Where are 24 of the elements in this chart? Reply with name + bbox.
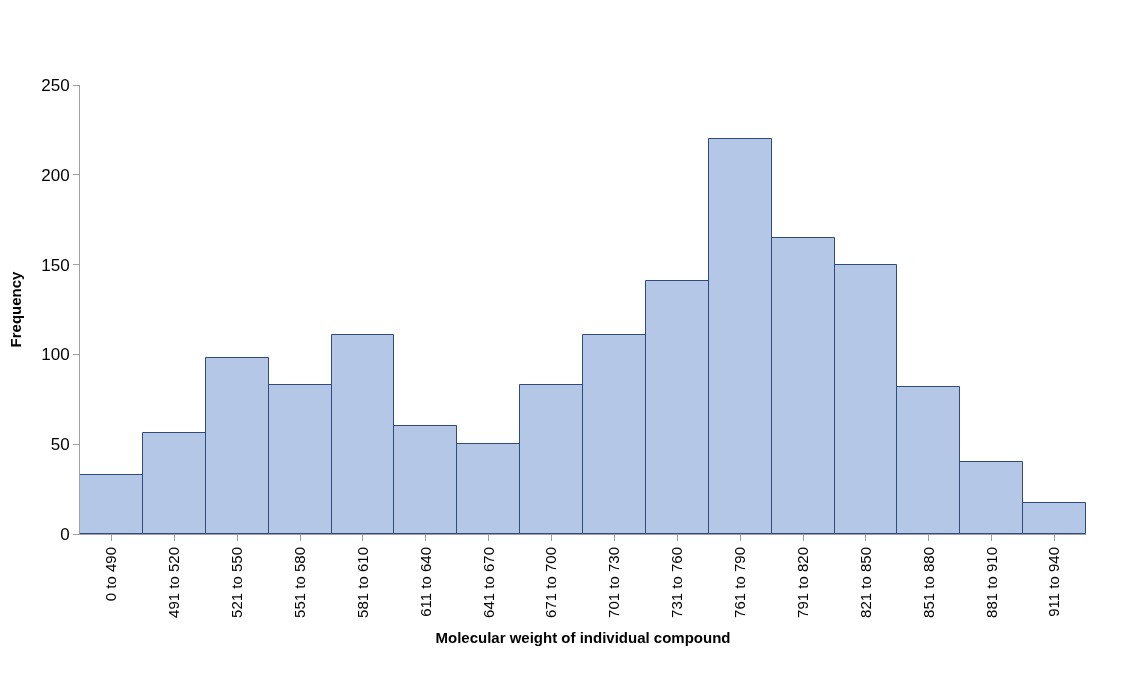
x-tick-label: 911 to 940 (1045, 547, 1063, 617)
x-tick-label: 521 to 550 (228, 547, 246, 618)
y-tick-label: 150 (41, 255, 70, 275)
y-tick-label: 0 (60, 524, 70, 544)
x-tick-label: 821 to 850 (856, 547, 874, 618)
x-tick-label: 611 to 640 (416, 547, 434, 617)
y-tick-label: 100 (41, 345, 70, 365)
y-tick-label: 200 (41, 165, 70, 185)
x-tick-label: 791 to 820 (793, 547, 811, 618)
x-axis-title: Molecular weight of individual compound (435, 628, 731, 646)
x-tick-label: 0 to 490 (102, 547, 120, 602)
x-tick-label: 851 to 880 (919, 547, 937, 618)
x-tick-label: 701 to 730 (605, 547, 623, 618)
x-tick-label: 731 to 760 (668, 547, 686, 618)
x-tick-label: 671 to 700 (542, 547, 560, 618)
x-tick-label: 761 to 790 (731, 547, 749, 618)
x-tick-label: 551 to 580 (290, 547, 308, 618)
x-tick-label: 491 to 520 (165, 547, 183, 618)
y-tick-label: 250 (41, 75, 70, 95)
x-tick-label: 581 to 610 (353, 547, 371, 618)
x-tick-label: 641 to 670 (479, 547, 497, 618)
y-axis-title: Frequency (7, 270, 25, 348)
y-tick-label: 50 (50, 435, 70, 455)
x-tick-label: 881 to 910 (982, 547, 1000, 618)
